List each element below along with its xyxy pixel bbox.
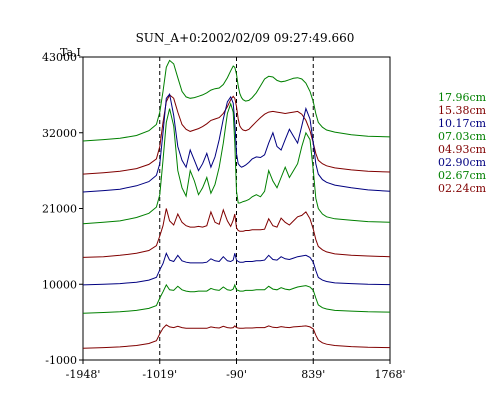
y-tick-label: 21000 (42, 203, 77, 216)
legend-entry: 02.90cm (438, 156, 487, 169)
series-line-1796cm (82, 59, 391, 142)
series-line-1017cm (82, 93, 391, 193)
y-tick-label: -1000 (45, 354, 77, 367)
legend-entry: 02.24cm (438, 182, 487, 195)
y-tick-label: 10000 (42, 278, 77, 291)
legend-entry: 15.38cm (438, 104, 487, 117)
x-axis: -1948' -1019' -90' 839' 1768' (66, 360, 406, 381)
x-tick-label: -1948' (66, 368, 101, 381)
series-line-0703cm (82, 102, 391, 225)
y-tick-label: 43000 (42, 51, 77, 64)
legend-entry: 02.67cm (438, 169, 487, 182)
legend: 17.96cm15.38cm10.17cm07.03cm04.93cm02.90… (438, 91, 487, 195)
legend-entry: 17.96cm (438, 91, 487, 104)
x-tick-label: -90' (226, 368, 247, 381)
series-group (82, 59, 391, 349)
series-line-0267cm (82, 283, 391, 314)
legend-entry: 07.03cm (438, 130, 487, 143)
y-axis-label: Ta,I (60, 46, 81, 59)
x-tick-label: 839' (301, 368, 325, 381)
x-tick-label: -1019' (142, 368, 177, 381)
series-line-1538cm (82, 94, 391, 175)
legend-entry: 04.93cm (438, 143, 487, 156)
y-tick-label: 32000 (42, 127, 77, 140)
series-line-0493cm (82, 208, 391, 258)
y-axis: -1000 10000 21000 32000 43000 (42, 51, 83, 367)
legend-entry: 10.17cm (438, 117, 487, 130)
series-line-0290cm (82, 251, 391, 286)
reference-lines (159, 57, 314, 360)
chart-title: SUN_A+0:2002/02/09 09:27:49.660 (136, 31, 355, 45)
series-line-0224cm (82, 324, 391, 349)
x-tick-label: 1768' (374, 368, 405, 381)
